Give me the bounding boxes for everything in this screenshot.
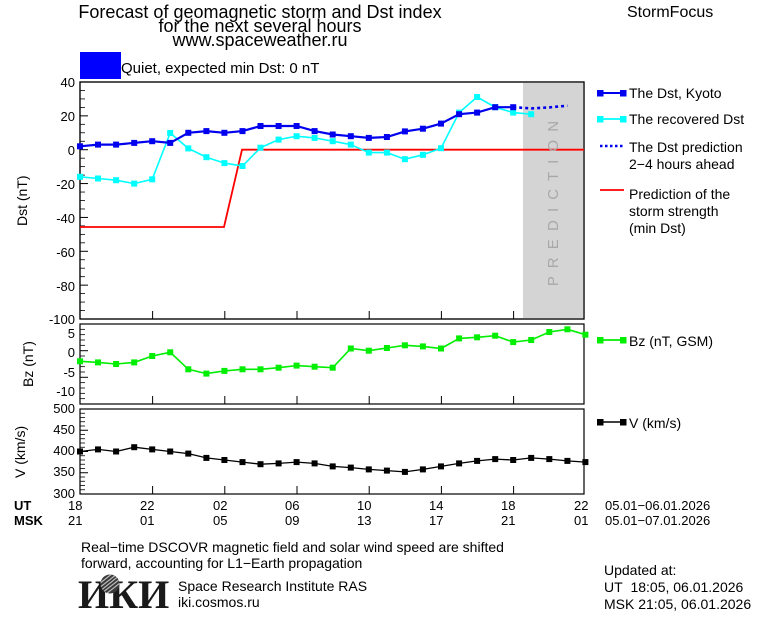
- svg-text:ИКИ: ИКИ: [78, 572, 169, 617]
